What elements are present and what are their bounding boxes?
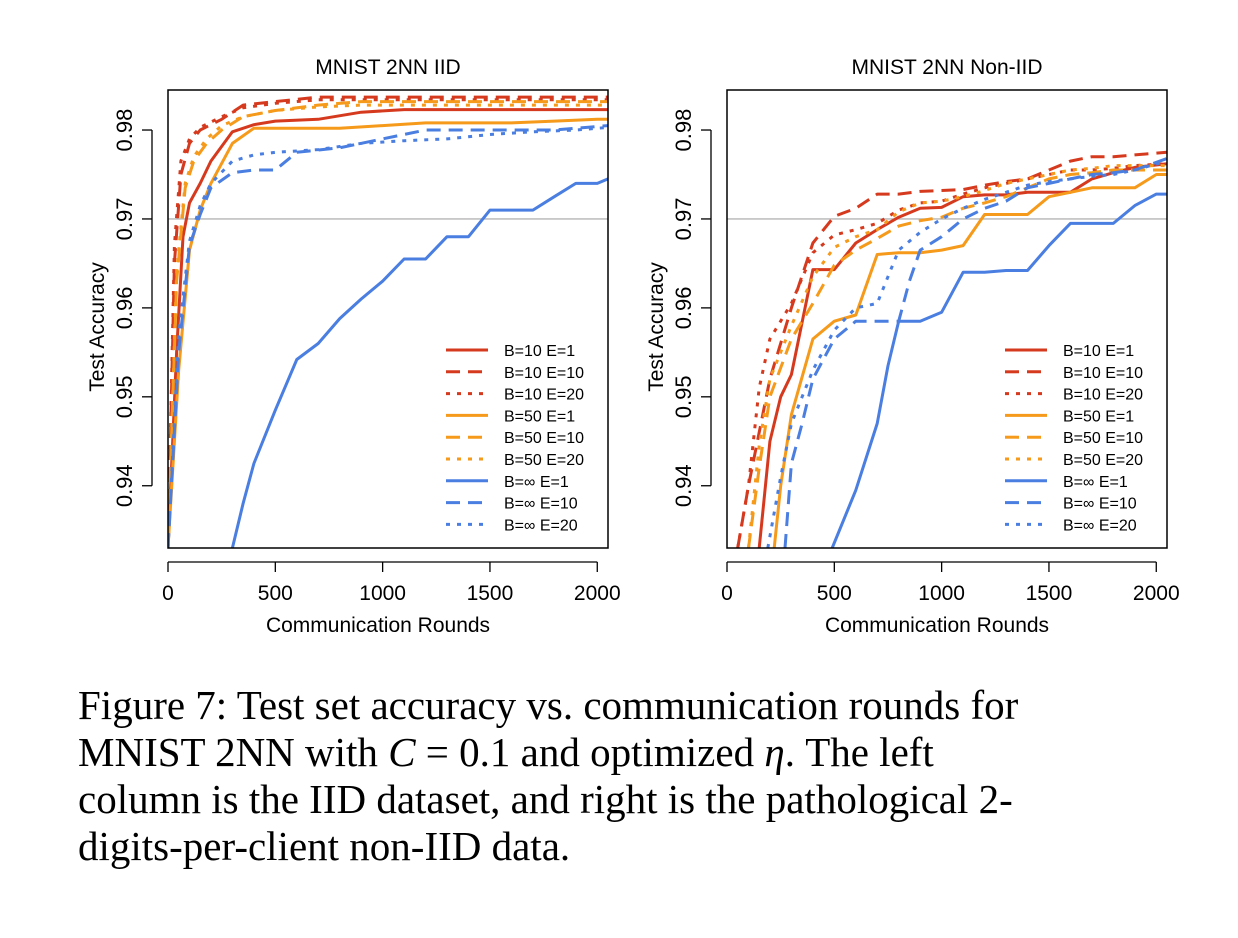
x-tick-label: 0: [162, 582, 174, 605]
legend-label: B=10 E=20: [1063, 387, 1143, 404]
caption-text: . The left: [784, 729, 934, 775]
caption-math-eq: = 0.1: [415, 729, 511, 775]
y-tick-label: 0.94: [671, 464, 696, 507]
x-tick-label: 1000: [918, 582, 965, 605]
x-axis-label: Communication Rounds: [266, 614, 490, 637]
legend: B=10 E=1 B=10 E=10 B=10 E=20 B=50 E=1 B=50 E…: [1005, 343, 1143, 534]
series-line: [830, 192, 1167, 548]
y-tick-label: 0.97: [671, 198, 696, 241]
caption-text: and optimized: [510, 729, 765, 775]
legend-label: B=∞ E=1: [504, 474, 569, 491]
legend-label: B=10 E=1: [504, 343, 575, 360]
series-line: [747, 164, 1167, 548]
caption-text: MNIST 2NN with: [78, 729, 389, 775]
chart-title: MNIST 2NN IID: [315, 56, 460, 79]
caption-math-c: C: [388, 729, 416, 775]
figure-caption: Figure 7: Test set accuracy vs. communic…: [78, 682, 1178, 870]
x-tick-label: 1000: [359, 582, 406, 605]
legend-label: B=50 E=20: [504, 452, 584, 469]
series-line: [168, 98, 608, 548]
series-line: [747, 168, 1167, 548]
y-tick-label: 0.94: [112, 464, 137, 507]
legend-label: B=∞ E=20: [504, 517, 578, 534]
caption-line-4: digits-per-client non-IID data.: [78, 823, 571, 869]
legend-label: B=∞ E=10: [504, 496, 578, 513]
x-tick-label: 500: [258, 582, 293, 605]
y-tick-label: 0.98: [671, 109, 696, 152]
y-tick-label: 0.97: [112, 198, 137, 241]
legend-label: B=50 E=20: [1063, 452, 1143, 469]
x-tick-label: 2000: [1133, 582, 1180, 605]
x-tick-label: 500: [817, 582, 852, 605]
y-tick-label: 0.96: [112, 286, 137, 329]
legend-label: B=∞ E=1: [1063, 474, 1128, 491]
legend-label: B=10 E=10: [1063, 365, 1143, 382]
legend: B=10 E=1 B=10 E=10 B=10 E=20 B=50 E=1 B=50 E…: [446, 343, 584, 534]
legend-label: B=50 E=10: [1063, 430, 1143, 447]
y-tick-label: 0.95: [671, 375, 696, 418]
legend-label: B=50 E=10: [504, 430, 584, 447]
series-line: [772, 173, 1167, 548]
y-axis-label: Test Accuracy: [645, 262, 668, 392]
series-line: [168, 103, 608, 548]
chart-panel: MNIST 2NN IID 0 500 1000 1500 2000 Communicati…: [86, 56, 621, 637]
y-tick-label: 0.96: [671, 286, 696, 329]
legend-label: B=10 E=10: [504, 365, 584, 382]
x-tick-label: 0: [721, 582, 733, 605]
chart-figure: MNIST 2NN IID 0 500 1000 1500 2000 Communicati…: [86, 56, 1180, 637]
series-line: [736, 162, 1167, 548]
series-line: [230, 177, 608, 548]
series-line: [168, 125, 608, 548]
series-line: [168, 124, 608, 548]
series-line: [736, 150, 1167, 548]
plot-frame: [726, 89, 1168, 549]
legend-label: B=50 E=1: [504, 408, 575, 425]
legend-label: B=∞ E=10: [1063, 496, 1137, 513]
chart-panel: MNIST 2NN Non-IID 0 500 1000 1500 2000 Communi…: [645, 56, 1180, 637]
x-tick-label: 2000: [574, 582, 621, 605]
series-line: [757, 162, 1167, 548]
x-tick-label: 1500: [1026, 582, 1073, 605]
figure: MNIST 2NN IID 0 500 1000 1500 2000 Communicati…: [86, 56, 1180, 637]
caption-math-eta: η: [764, 729, 785, 775]
x-tick-label: 1500: [467, 582, 514, 605]
legend-label: B=50 E=1: [1063, 408, 1134, 425]
x-axis-label: Communication Rounds: [825, 614, 1049, 637]
caption-line-1: Figure 7: Test set accuracy vs. communic…: [78, 682, 1019, 728]
series-line: [783, 157, 1167, 548]
plot-frame: [167, 89, 609, 549]
legend-label: B=10 E=20: [504, 387, 584, 404]
y-tick-label: 0.98: [112, 109, 137, 152]
y-tick-label: 0.95: [112, 375, 137, 418]
chart-title: MNIST 2NN Non-IID: [852, 56, 1043, 79]
caption-line-3: column is the IID dataset, and right is …: [78, 776, 1013, 822]
legend-label: B=∞ E=20: [1063, 517, 1137, 534]
series-line: [168, 108, 608, 548]
legend-label: B=10 E=1: [1063, 343, 1134, 360]
caption-line-2: MNIST 2NN with C = 0.1 and optimized η. …: [78, 729, 1178, 776]
y-axis-label: Test Accuracy: [86, 262, 109, 392]
